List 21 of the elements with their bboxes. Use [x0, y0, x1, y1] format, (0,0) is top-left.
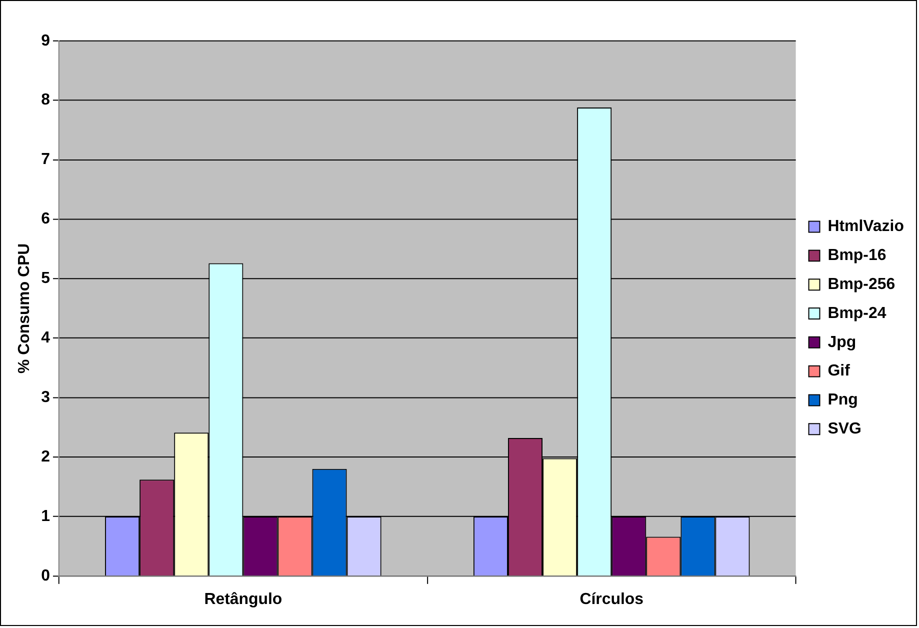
- y-tick-label: 1: [41, 508, 50, 525]
- x-tick-label: Círculos: [580, 590, 644, 608]
- y-tick-label: 8: [41, 92, 50, 109]
- legend-label: Bmp-24: [828, 304, 886, 322]
- y-tick-label: 2: [41, 448, 50, 466]
- legend-label: HtmlVazio: [828, 218, 904, 236]
- y-tick-label: 0: [41, 567, 50, 584]
- y-tick-label: 6: [41, 210, 50, 228]
- y-tick-label: 7: [41, 151, 50, 168]
- y-tick-label: 3: [41, 388, 50, 406]
- legend-label: Bmp-16: [828, 247, 886, 264]
- legend-label: Png: [828, 392, 858, 409]
- y-tick-label: 9: [41, 32, 50, 50]
- legend-label: Jpg: [828, 334, 856, 351]
- x-tick-label: Retângulo: [204, 590, 282, 608]
- y-axis-title: % Consumo CPU: [16, 243, 33, 374]
- y-tick-label: 5: [41, 270, 50, 288]
- legend-label: SVG: [828, 420, 862, 438]
- legend-label: Bmp-256: [828, 276, 896, 293]
- y-tick-label: 4: [41, 330, 50, 347]
- legend-label: Gif: [828, 362, 851, 380]
